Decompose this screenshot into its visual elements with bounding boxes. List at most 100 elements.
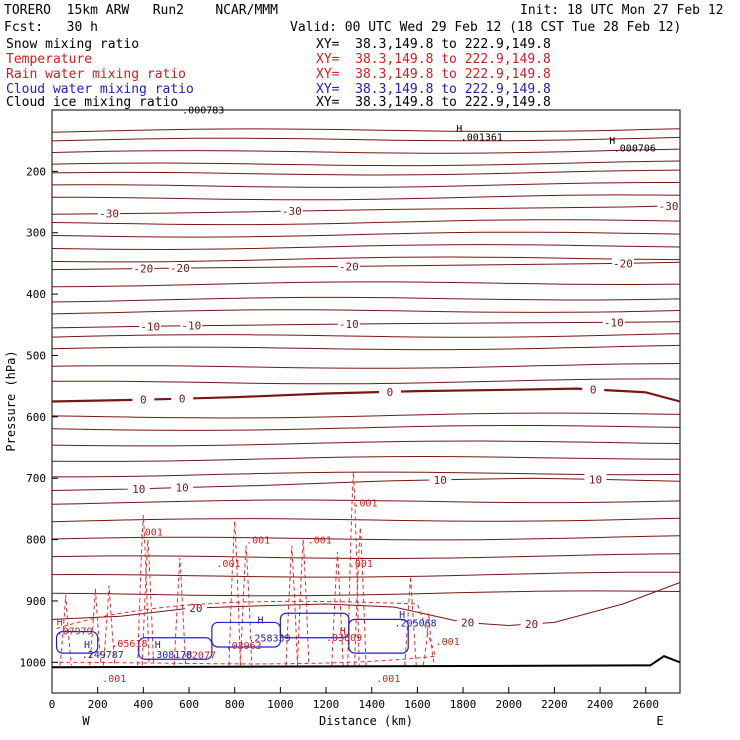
chart-annotation: .205068	[395, 619, 437, 630]
x-tick-label: 400	[133, 698, 153, 711]
rain-contour	[137, 515, 150, 666]
chart-annotation: .001	[308, 535, 332, 546]
isotherm-line	[51, 363, 681, 369]
legend-name: Snow mixing ratio	[6, 37, 140, 52]
chart-annotation: .249787	[82, 650, 124, 661]
x-tick-label: 2600	[632, 698, 659, 711]
y-tick-label: 800	[26, 534, 46, 547]
cloud-water-contour	[211, 621, 281, 648]
contour-label-bg	[132, 262, 155, 274]
rain-contour	[239, 545, 253, 666]
isotherm-line	[51, 440, 681, 447]
contour-label: -30	[99, 208, 119, 221]
contour-label: -10	[181, 320, 201, 333]
contour-label-bg	[168, 262, 191, 274]
contour-label: -20	[339, 260, 359, 273]
legend-xy: XY= 38.3,149.8 to 222.9,149.8	[316, 37, 551, 52]
rain-contour	[228, 521, 241, 666]
x-tick-label: 1000	[267, 698, 294, 711]
x-axis-label: Distance (km)	[319, 714, 413, 728]
contour-label: 10	[589, 473, 602, 486]
isotherm-line	[51, 333, 681, 338]
legend-xy: XY= 38.3,149.8 to 222.9,149.8	[316, 82, 551, 97]
contour-label-bg	[611, 257, 634, 269]
contour-label-bg	[280, 205, 303, 217]
isotherm-line	[51, 128, 681, 133]
legend-xy: XY= 38.3,149.8 to 222.9,149.8	[316, 95, 551, 110]
x-end-label-right: E	[656, 714, 663, 728]
isotherm-series-line	[51, 477, 681, 491]
isotherm-line	[51, 344, 681, 351]
header-valid: Valid: 00 UTC Wed 29 Feb 12 (18 CST Tue …	[290, 20, 682, 35]
x-tick-label: 800	[225, 698, 245, 711]
contour-label: -20	[613, 257, 633, 270]
isotherm-line	[51, 412, 681, 419]
contour-label: 0	[387, 386, 394, 399]
rain-contour	[422, 613, 435, 666]
chart-annotation: .07979	[57, 627, 93, 638]
isotherm-line	[51, 455, 681, 462]
contour-label-bg	[132, 393, 155, 405]
rain-contour	[347, 472, 360, 666]
chart-annotation: H	[340, 627, 346, 638]
y-axis-label: Pressure (hPa)	[4, 350, 18, 451]
legend-name: Rain water mixing ratio	[6, 67, 187, 82]
rain-contour	[56, 600, 437, 665]
chart-annotation: .03809	[326, 633, 362, 644]
contour-label-bg	[127, 482, 150, 494]
contour-label: 10	[176, 482, 189, 495]
x-tick-label: 1200	[313, 698, 340, 711]
x-tick-label: 200	[88, 698, 108, 711]
legend-xy: XY= 38.3,149.8 to 222.9,149.8	[316, 52, 551, 67]
chart-annotation: .02077	[180, 651, 216, 662]
x-end-label-left: W	[82, 714, 90, 728]
chart-annotation: .001	[349, 559, 373, 570]
isotherm-line	[51, 590, 681, 597]
isotherm-line	[51, 231, 681, 238]
isotherm-line	[51, 517, 681, 523]
isotherm-line	[51, 219, 681, 226]
chart-annotation: .000706	[614, 144, 656, 155]
isotherm-line	[51, 148, 681, 154]
contour-label: -30	[282, 205, 302, 218]
isotherm-line	[51, 244, 681, 251]
isotherm-line	[51, 160, 681, 167]
isotherm-line	[51, 136, 681, 142]
chart-annotation: H	[57, 617, 63, 628]
legend-name: Cloud ice mixing ratio	[6, 95, 179, 110]
chart-annotation: .001	[139, 527, 163, 538]
contour-label-bg	[180, 319, 203, 331]
contour-label-bg	[171, 392, 194, 404]
contour-label-bg	[337, 260, 360, 272]
contour-label: 10	[132, 483, 145, 496]
x-tick-label: 1600	[404, 698, 431, 711]
rain-contour	[102, 585, 116, 666]
rain-contour	[354, 527, 367, 666]
cloud-water-contour	[55, 631, 99, 654]
cloud-water-contour	[138, 637, 213, 660]
isotherm-series-line	[51, 582, 681, 627]
isotherm-line	[51, 309, 681, 315]
contour-label: -10	[339, 318, 359, 331]
y-tick-label: 700	[26, 472, 46, 485]
x-tick-label: 2400	[587, 698, 614, 711]
rain-contour	[141, 539, 155, 666]
chart-annotation: .001	[376, 674, 400, 685]
rain-contour	[89, 588, 102, 666]
chart-annotation: .001	[102, 674, 126, 685]
rain-contour	[331, 551, 344, 666]
legend-xy: XY= 38.3,149.8 to 222.9,149.8	[316, 67, 551, 82]
y-tick-label: 400	[26, 288, 46, 301]
isotherm-line	[51, 194, 681, 201]
chart-annotation: .03963	[226, 641, 262, 652]
contour-label-bg	[184, 602, 207, 614]
contour-label-bg	[584, 473, 607, 485]
y-tick-label: 1000	[20, 656, 47, 669]
rain-contour	[296, 539, 310, 666]
contour-label: 0	[140, 394, 147, 407]
chart-annotation: .258339	[248, 633, 290, 644]
isotherm-line	[51, 499, 681, 505]
contour-label: -10	[140, 320, 160, 333]
contour-label-bg	[429, 473, 452, 485]
chart-annotation: H	[399, 610, 405, 621]
